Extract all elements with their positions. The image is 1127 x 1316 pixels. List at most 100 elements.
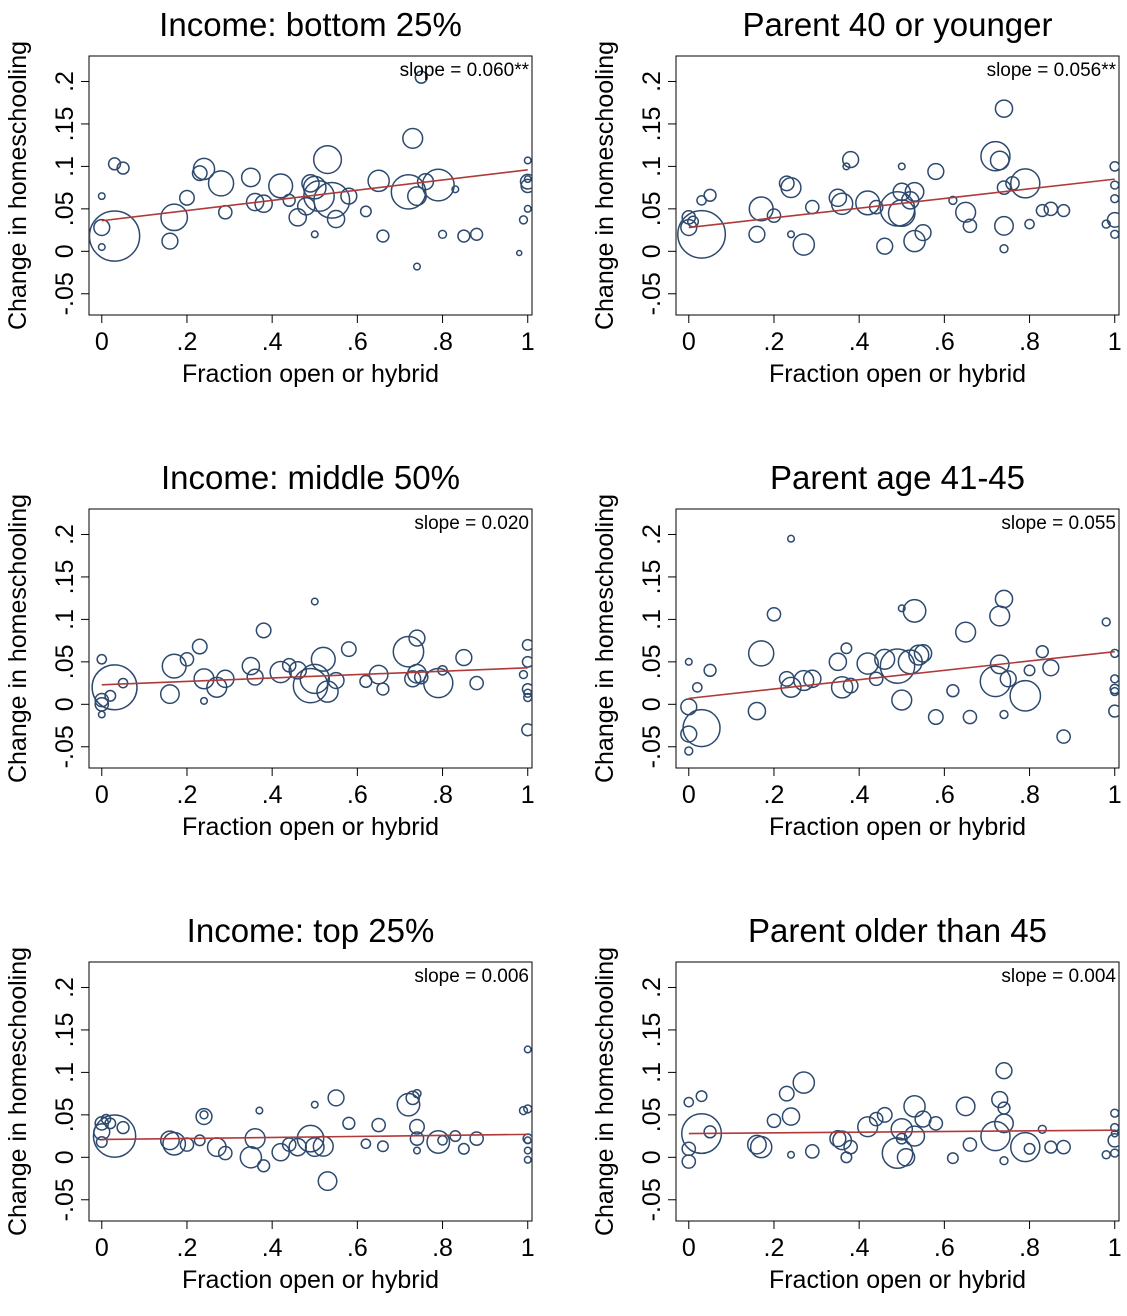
data-point [793, 669, 815, 692]
x-tick-label: .6 [934, 328, 955, 356]
data-point [412, 1146, 422, 1155]
data-point [217, 1145, 233, 1161]
data-point [179, 1137, 195, 1152]
data-point [299, 663, 331, 695]
panel-1: Income: bottom 25% 0 .2 .4 .6 .8 1 -.05 0 .05 .1 .1… [4, 6, 535, 388]
data-point [518, 669, 529, 680]
data-point [1101, 617, 1111, 627]
data-point [876, 237, 894, 255]
data-point [979, 665, 1012, 698]
x-tick-label: .6 [347, 1234, 368, 1262]
data-point [519, 173, 532, 190]
data-point [828, 188, 848, 208]
slope-annotation: slope = 0.020 [414, 513, 529, 534]
data-point [747, 640, 775, 667]
data-point [681, 1154, 697, 1169]
y-tick-label: .1 [51, 609, 79, 630]
data-point [409, 1131, 425, 1146]
y-tick-label: .05 [638, 644, 666, 679]
x-tick-label: 1 [521, 328, 535, 356]
y-tick-label: .05 [638, 191, 666, 226]
data-point [1035, 644, 1050, 659]
plot-frame [88, 508, 533, 769]
y-tick-label: .05 [51, 1097, 79, 1132]
data-point [856, 652, 879, 675]
plot-area [677, 99, 1119, 259]
data-point [244, 1127, 266, 1150]
data-point [948, 195, 958, 206]
data-point [749, 1135, 773, 1159]
data-point [891, 689, 913, 711]
data-point [792, 233, 816, 256]
data-point [946, 1152, 959, 1165]
y-tick-label: 0 [51, 697, 79, 711]
x-tick-label: .4 [262, 328, 283, 356]
y-tick-label: -.05 [51, 725, 79, 768]
data-point [92, 1114, 137, 1158]
data-point [946, 684, 960, 698]
data-point [199, 1110, 209, 1120]
data-point [999, 670, 1017, 688]
data-point [523, 1045, 532, 1054]
data-point [371, 1117, 387, 1133]
y-tick-label: .1 [51, 1062, 79, 1083]
data-point [842, 162, 851, 171]
data-point [93, 218, 111, 237]
data-point [842, 677, 859, 694]
data-point [523, 1136, 532, 1145]
data-point [1044, 1140, 1058, 1154]
plot-frame [88, 961, 533, 1222]
y-tick-label: .15 [638, 107, 666, 142]
data-point [829, 1129, 847, 1148]
data-point [159, 1130, 180, 1151]
data-point [781, 1107, 801, 1126]
data-point [296, 196, 316, 216]
y-tick-label: -.05 [638, 1178, 666, 1221]
data-point [876, 1106, 893, 1123]
y-axis-label: Change in homeschooling [4, 41, 32, 330]
data-point [178, 189, 195, 206]
data-point [1005, 176, 1020, 191]
data-point [1107, 1132, 1119, 1148]
y-tick-label: .2 [638, 977, 666, 998]
data-point [1023, 664, 1036, 677]
data-point [748, 196, 774, 222]
data-point [955, 201, 977, 223]
data-point [980, 140, 1011, 172]
y-tick-label: .1 [51, 156, 79, 177]
x-tick-label: 0 [95, 328, 109, 356]
data-point [421, 168, 455, 202]
y-axis-label: Change in homeschooling [591, 947, 619, 1236]
data-point [271, 1142, 291, 1162]
plot-frame [675, 961, 1120, 1222]
panel-4: Parent age 41-45 0 .2 .4 .6 .8 1 -.05 0 .05 .1 .15.… [591, 459, 1122, 841]
data-point [695, 1090, 708, 1103]
data-point [680, 698, 698, 716]
data-point [927, 162, 945, 181]
data-point [747, 701, 767, 721]
data-point [1110, 229, 1119, 240]
x-tick-label: .4 [849, 1234, 870, 1262]
data-point [195, 1107, 213, 1126]
data-point [451, 185, 460, 194]
y-tick-label: 0 [638, 1150, 666, 1164]
plot-frame [675, 508, 1120, 769]
data-point [962, 218, 978, 234]
y-tick-label: -.05 [638, 272, 666, 315]
data-point [523, 688, 532, 698]
y-tick-label: 0 [638, 697, 666, 711]
data-point [414, 70, 428, 84]
x-tick-label: 1 [1108, 781, 1122, 809]
data-point [162, 1131, 187, 1156]
data-point [840, 642, 853, 655]
y-tick-label: 0 [51, 1150, 79, 1164]
data-point [340, 187, 358, 205]
x-tick-label: .2 [764, 328, 785, 356]
fit-line [101, 1133, 528, 1141]
data-point [902, 598, 927, 623]
x-tick-label: .4 [849, 781, 870, 809]
slope-annotation: slope = 0.060** [400, 60, 530, 81]
data-point [288, 208, 308, 227]
data-point [367, 169, 390, 193]
data-point [107, 157, 122, 171]
